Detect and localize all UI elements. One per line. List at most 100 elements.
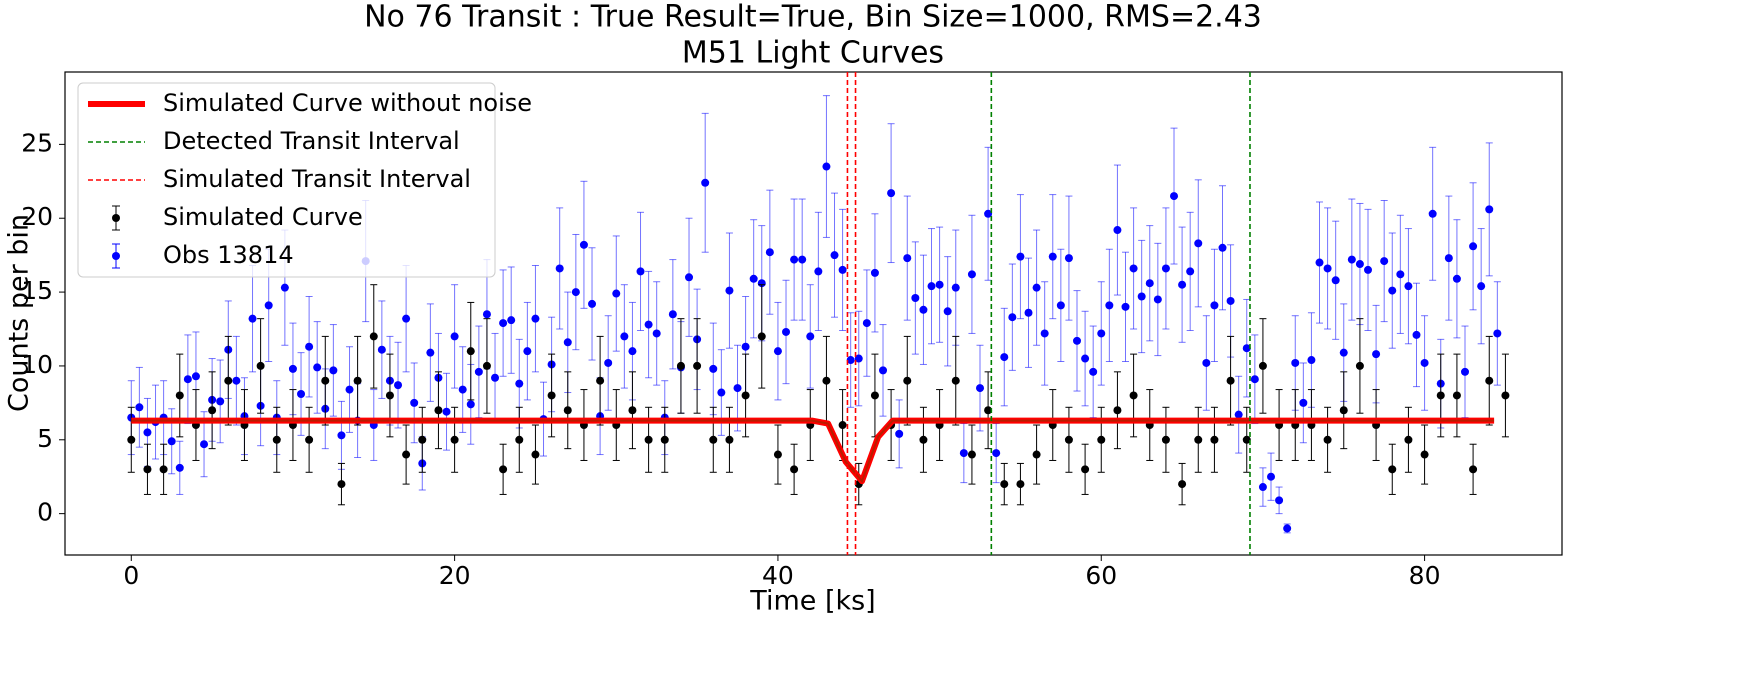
data-point <box>773 347 782 356</box>
data-point <box>1339 348 1348 357</box>
data-point <box>491 373 500 382</box>
data-point <box>1404 282 1413 291</box>
data-point <box>329 366 338 375</box>
data-point <box>919 435 928 444</box>
data-point <box>1105 301 1114 310</box>
data-point <box>1307 356 1316 365</box>
data-point <box>943 307 952 316</box>
data-point <box>790 465 799 474</box>
data-point <box>1355 361 1364 370</box>
data-point <box>1202 358 1211 367</box>
data-point <box>515 379 524 388</box>
data-point <box>200 440 209 449</box>
data-point <box>1283 524 1292 533</box>
x-tick-label: 40 <box>762 561 794 590</box>
data-point <box>725 286 734 295</box>
data-point <box>248 314 257 323</box>
data-point <box>1469 465 1478 474</box>
data-point <box>135 403 144 412</box>
data-point <box>887 189 896 198</box>
data-point <box>733 384 742 393</box>
x-tick-label: 20 <box>439 561 471 590</box>
data-point <box>1194 435 1203 444</box>
data-point <box>256 361 265 370</box>
data-point <box>377 345 386 354</box>
data-point <box>644 320 653 329</box>
data-point <box>1194 239 1203 248</box>
legend-label: Simulated Curve without noise <box>163 89 532 117</box>
data-point <box>515 435 524 444</box>
data-point <box>1461 367 1470 376</box>
data-point <box>1485 205 1494 214</box>
data-point <box>1485 376 1494 385</box>
data-point <box>1452 391 1461 400</box>
data-point <box>709 364 718 373</box>
data-point <box>1210 301 1219 310</box>
chart-subtitle: M51 Light Curves <box>682 36 944 71</box>
data-point <box>838 265 847 274</box>
data-point <box>1032 283 1041 292</box>
data-point <box>959 449 968 458</box>
data-point <box>693 361 702 370</box>
data-point <box>612 289 621 298</box>
data-point <box>1226 376 1235 385</box>
data-point <box>321 376 330 385</box>
data-point <box>482 361 491 370</box>
data-point <box>1016 480 1025 489</box>
data-point <box>175 391 184 400</box>
data-point <box>806 332 815 341</box>
data-point <box>967 450 976 459</box>
data-point <box>579 240 588 249</box>
data-point <box>547 391 556 400</box>
data-point <box>482 310 491 319</box>
data-point <box>1129 391 1138 400</box>
y-axis-label: Counts per bin <box>4 214 35 412</box>
data-point <box>313 363 322 372</box>
data-point <box>660 435 669 444</box>
x-tick-label: 80 <box>1409 561 1441 590</box>
data-point <box>1388 286 1397 295</box>
data-point <box>402 314 411 323</box>
data-point <box>1501 391 1510 400</box>
data-point <box>410 398 419 407</box>
series <box>127 284 1510 506</box>
data-point <box>749 274 758 283</box>
data-point <box>1170 192 1179 201</box>
data-point <box>790 255 799 264</box>
data-point <box>741 391 750 400</box>
model-line-core <box>131 419 1495 484</box>
data-point <box>822 376 831 385</box>
data-point <box>1081 354 1090 363</box>
legend: Simulated Curve without noise Detected Tr… <box>77 82 532 278</box>
data-point <box>571 288 580 297</box>
data-point <box>1420 358 1429 367</box>
data-point <box>903 254 912 263</box>
data-point <box>620 332 629 341</box>
data-point <box>757 332 766 341</box>
data-point <box>1436 391 1445 400</box>
data-point <box>1452 274 1461 283</box>
legend-label: Simulated Transit Interval <box>163 165 471 193</box>
data-point <box>426 348 435 357</box>
x-tick-label: 0 <box>123 561 139 590</box>
data-point <box>967 270 976 279</box>
data-point <box>604 358 613 367</box>
data-point <box>1153 295 1162 304</box>
data-point <box>523 347 532 356</box>
data-point <box>798 255 807 264</box>
series <box>127 95 1502 534</box>
data-point <box>951 283 960 292</box>
chart-title: No 76 Transit : True Result=True, Bin Si… <box>364 0 1262 35</box>
legend-label: Simulated Curve <box>163 203 363 231</box>
data-point <box>143 428 152 437</box>
data-point <box>1493 329 1502 338</box>
data-point <box>741 342 750 351</box>
data-point <box>1234 410 1243 419</box>
data-point <box>1121 302 1130 311</box>
data-point <box>1347 255 1356 264</box>
data-point <box>701 178 710 187</box>
data-point <box>1242 344 1251 353</box>
data-point <box>895 429 904 438</box>
data-point <box>1040 329 1049 338</box>
data-point <box>1210 435 1219 444</box>
